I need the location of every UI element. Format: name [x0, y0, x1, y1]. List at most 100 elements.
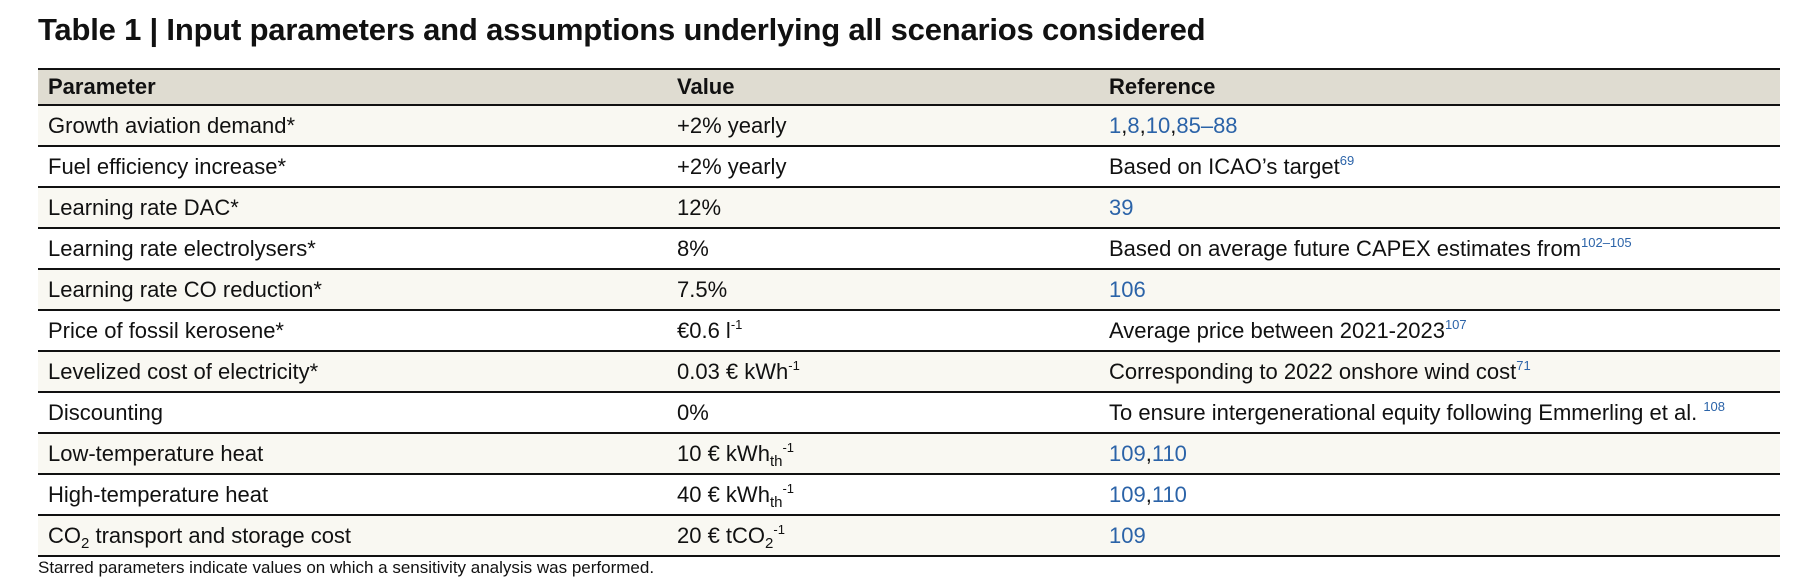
parameter-cell: High-temperature heat [38, 474, 667, 516]
parameter-name: Fuel efficiency increase* [48, 154, 287, 179]
reference-cell: Based on ICAO’s target69 [1099, 146, 1780, 188]
reference-cell: 109 [1099, 515, 1780, 556]
reference-cell: 109,110 [1099, 433, 1780, 475]
table-row: Discounting 0% To ensure intergenerational… [38, 392, 1780, 434]
value-cell: 8% [667, 228, 1099, 270]
reference-link[interactable]: 109 [1109, 482, 1146, 507]
parameter-value: €0.6 l [677, 318, 731, 343]
parameter-value: +2% yearly [677, 154, 787, 179]
table-row: Price of fossil kerosene* €0.6 l-1 Average… [38, 310, 1780, 352]
parameter-cell: Learning rate DAC* [38, 187, 667, 229]
table-header: Parameter Value Reference [38, 69, 1780, 106]
parameter-value: 40 € kWh [677, 482, 770, 507]
parameter-value: 20 € tCO [677, 523, 766, 548]
parameter-cell: Discounting [38, 392, 667, 434]
reference-link[interactable]: 109 [1109, 523, 1146, 548]
value-cell: 10 € kWhth-1 [667, 433, 1099, 475]
reference-text: Average price between 2021-2023 [1109, 318, 1445, 343]
table-row: CO2 transport and storage cost 20 € tCO2-… [38, 515, 1780, 556]
parameter-name: Learning rate electrolysers* [48, 236, 316, 261]
value-column-header: Value [667, 69, 1099, 106]
parameter-value: +2% yearly [677, 113, 787, 138]
value-cell: 7.5% [667, 269, 1099, 311]
reference-cell: 39 [1099, 187, 1780, 229]
value-cell: +2% yearly [667, 146, 1099, 188]
parameter-value: 12% [677, 195, 722, 220]
value-superscript: -1 [782, 481, 795, 496]
value-subscript: th [769, 453, 783, 470]
table-footnote: Starred parameters indicate values on wh… [38, 558, 655, 577]
parameter-name: Learning rate DAC* [48, 195, 239, 220]
parameter-value: 0.03 € kWh [677, 359, 789, 384]
value-cell: 20 € tCO2-1 [667, 515, 1099, 556]
value-superscript: -1 [782, 440, 795, 455]
reference-link[interactable]: 106 [1109, 277, 1146, 302]
reference-text: Based on average future CAPEX estimates … [1109, 236, 1582, 261]
reference-cell: 106 [1099, 269, 1780, 311]
table-row: Growth aviation demand* +2% yearly 1,8,10,… [38, 105, 1780, 147]
value-cell: 40 € kWhth-1 [667, 474, 1099, 516]
reference-text: Based on ICAO’s target [1109, 154, 1340, 179]
reference-link[interactable]: 8 [1127, 113, 1140, 138]
reference-link[interactable]: 110 [1151, 482, 1187, 507]
reference-link[interactable]: 110 [1151, 441, 1187, 466]
reference-link[interactable]: 10 [1145, 113, 1171, 138]
table-row: Learning rate DAC* 12% 39 [38, 187, 1780, 229]
value-subscript: th [769, 494, 783, 511]
reference-link[interactable]: 1 [1109, 113, 1122, 138]
parameter-name: Discounting [48, 400, 163, 425]
reference-link[interactable]: 109 [1109, 441, 1146, 466]
reference-superscript-link[interactable]: 107 [1444, 317, 1467, 332]
parameter-name: Price of fossil kerosene* [48, 318, 284, 343]
reference-text: To ensure intergenerational equity follo… [1109, 400, 1704, 425]
reference-cell: Average price between 2021-2023107 [1099, 310, 1780, 352]
reference-superscript-link[interactable]: 71 [1516, 358, 1531, 373]
parameter-name: CO [48, 523, 81, 548]
parameter-cell: Levelized cost of electricity* [38, 351, 667, 393]
parameter-value: 8% [677, 236, 709, 261]
parameter-table-container: Parameter Value Reference Growth aviatio… [38, 68, 1780, 557]
table-row: High-temperature heat 40 € kWhth-1 109,110 [38, 474, 1780, 516]
parameter-name-suffix: transport and storage cost [89, 523, 352, 548]
table-row: Levelized cost of electricity* 0.03 € kWh… [38, 351, 1780, 393]
value-cell: 12% [667, 187, 1099, 229]
value-subscript: 2 [765, 535, 774, 552]
parameter-name: Growth aviation demand* [48, 113, 296, 138]
reference-column-header: Reference [1099, 69, 1780, 106]
parameter-cell: Learning rate CO reduction* [38, 269, 667, 311]
value-cell: 0% [667, 392, 1099, 434]
parameter-cell: Growth aviation demand* [38, 105, 667, 147]
reference-superscript-link[interactable]: 69 [1339, 153, 1355, 168]
value-superscript: -1 [730, 317, 743, 332]
parameter-name: High-temperature heat [48, 482, 269, 507]
reference-link[interactable]: 39 [1109, 195, 1134, 220]
reference-cell: 1,8,10,85–88 [1099, 105, 1780, 147]
reference-text: Corresponding to 2022 onshore wind cost [1109, 359, 1517, 384]
parameter-subscript: 2 [81, 535, 90, 552]
reference-cell: To ensure intergenerational equity follo… [1099, 392, 1780, 434]
reference-link[interactable]: 85–88 [1176, 113, 1238, 138]
parameter-cell: Price of fossil kerosene* [38, 310, 667, 352]
parameter-cell: CO2 transport and storage cost [38, 515, 667, 556]
table-row: Learning rate CO reduction* 7.5% 106 [38, 269, 1780, 311]
parameter-value: 10 € kWh [677, 441, 770, 466]
parameter-name: Levelized cost of electricity* [48, 359, 319, 384]
value-superscript: -1 [788, 358, 800, 373]
reference-cell: Based on average future CAPEX estimates … [1099, 228, 1780, 270]
reference-superscript-link[interactable]: 108 [1703, 399, 1726, 414]
value-cell: 0.03 € kWh-1 [667, 351, 1099, 393]
header-row: Parameter Value Reference [38, 69, 1780, 106]
parameter-cell: Low-temperature heat [38, 433, 667, 475]
parameter-value: 7.5% [677, 277, 728, 302]
value-cell: +2% yearly [667, 105, 1099, 147]
parameter-name: Low-temperature heat [48, 441, 264, 466]
reference-cell: Corresponding to 2022 onshore wind cost7… [1099, 351, 1780, 393]
parameter-name: Learning rate CO reduction* [48, 277, 322, 302]
table-title: Table 1 | Input parameters and assumptio… [38, 12, 1206, 47]
reference-cell: 109,110 [1099, 474, 1780, 516]
table-row: Low-temperature heat 10 € kWhth-1 109,110 [38, 433, 1780, 475]
reference-superscript-link[interactable]: 102–105 [1581, 235, 1632, 250]
parameter-table: Parameter Value Reference Growth aviatio… [38, 68, 1780, 557]
table-row: Fuel efficiency increase* +2% yearly Based… [38, 146, 1780, 188]
